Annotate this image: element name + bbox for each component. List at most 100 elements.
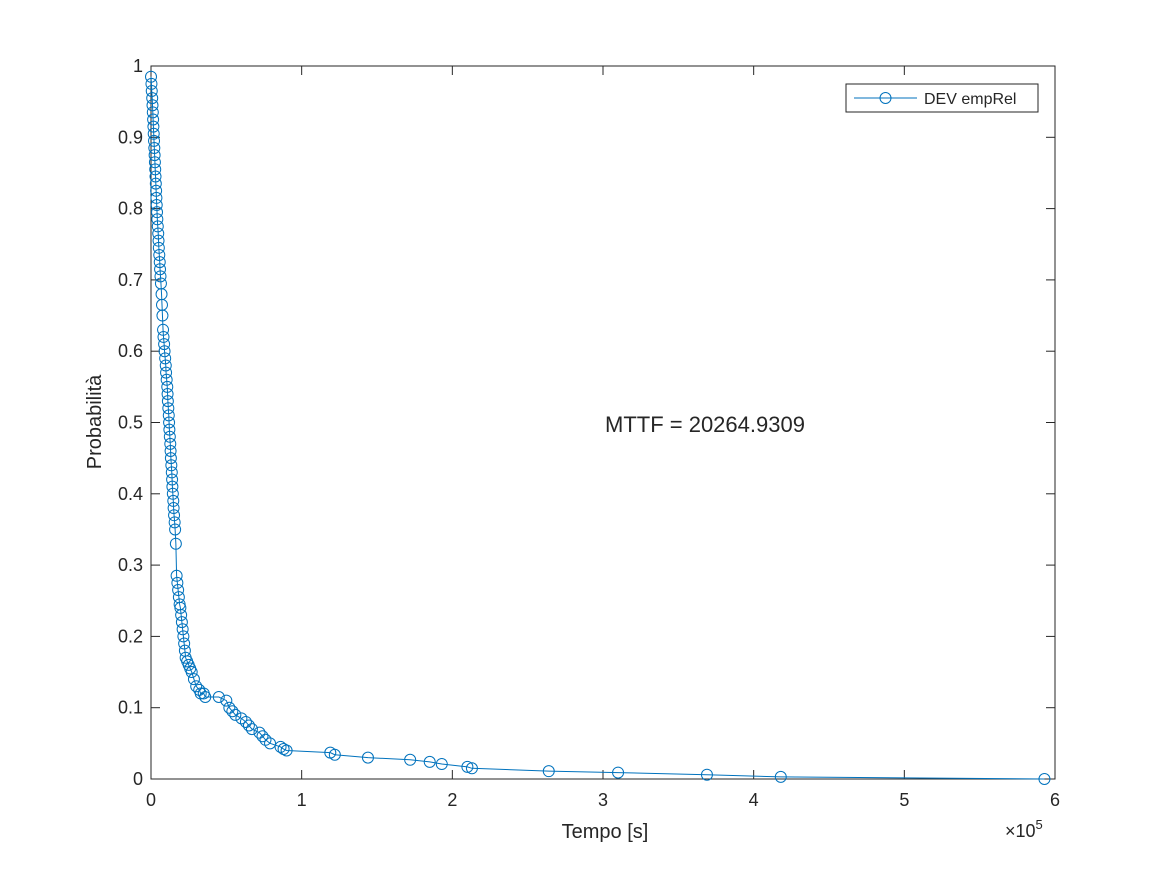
data-point [152, 227, 165, 240]
data-point [151, 206, 164, 219]
legend-label: DEV empRel [924, 91, 1016, 108]
data-point [239, 715, 252, 728]
x-axis-ticks: 0 1 2 3 4 5 6 [146, 66, 1060, 810]
data-point [178, 637, 191, 650]
x-exponent-power: 5 [1036, 817, 1043, 832]
data-point [212, 691, 225, 704]
data-point [423, 755, 436, 768]
data-point [174, 601, 187, 614]
data-point [164, 445, 177, 458]
data-point [229, 708, 242, 721]
data-point [164, 437, 177, 450]
data-point [170, 569, 183, 582]
data-point [166, 487, 179, 500]
data-point [465, 762, 478, 775]
data-point [157, 323, 170, 336]
data-point [274, 740, 287, 753]
y-tick-label: 1 [133, 56, 143, 76]
data-point [328, 748, 341, 761]
x-tick-label: 3 [598, 790, 608, 810]
data-point [185, 666, 198, 679]
x-tick-label: 5 [899, 790, 909, 810]
data-point [435, 758, 448, 771]
data-point [226, 705, 239, 718]
data-point [147, 127, 160, 140]
data-point [146, 99, 159, 112]
data-point [235, 712, 248, 725]
mttf-annotation: MTTF = 20264.9309 [605, 412, 805, 437]
data-point [158, 338, 171, 351]
data-point [242, 719, 255, 732]
data-point [145, 77, 158, 90]
data-point [165, 466, 178, 479]
data-point [151, 213, 164, 226]
x-exponent-base: ×10 [1005, 821, 1036, 841]
data-point [612, 766, 625, 779]
data-point [175, 616, 188, 629]
y-tick-label: 0.3 [118, 555, 143, 575]
data-point [187, 673, 200, 686]
data-point [175, 609, 188, 622]
data-point [167, 494, 180, 507]
data-point [177, 630, 190, 643]
data-point [149, 163, 162, 176]
data-point [167, 502, 180, 515]
data-point [147, 113, 160, 126]
data-point [149, 170, 162, 183]
data-point [157, 330, 170, 343]
data-point [163, 416, 176, 429]
y-tick-label: 0.6 [118, 341, 143, 361]
data-point [163, 430, 176, 443]
data-point [168, 509, 181, 522]
data-point [169, 523, 182, 536]
legend: DEV empRel [845, 83, 1039, 113]
data-point [150, 184, 163, 197]
y-tick-label: 0.2 [118, 626, 143, 646]
data-point [153, 256, 166, 269]
legend-marker [879, 92, 892, 104]
data-point [148, 134, 161, 147]
plot-area: 0 1 2 3 4 5 6 0 0.1 0.2 0.3 0.4 0.5 0.6 0.7 0.8 0.9 1 [118, 56, 1060, 810]
data-point [159, 359, 172, 372]
y-tick-label: 0.8 [118, 199, 143, 219]
x-tick-label: 2 [447, 790, 457, 810]
data-point [148, 156, 161, 169]
data-point [154, 270, 167, 283]
data-point [190, 680, 203, 693]
data-point [194, 687, 207, 700]
data-point [159, 352, 172, 365]
x-axis-exponent: ×105 [1005, 817, 1043, 841]
data-point [166, 480, 179, 493]
data-point [151, 220, 164, 233]
data-point [161, 387, 174, 400]
data-point [153, 248, 166, 261]
x-tick-label: 6 [1050, 790, 1060, 810]
y-tick-label: 0.7 [118, 270, 143, 290]
data-point [172, 584, 185, 597]
axes-box [150, 65, 1056, 780]
data-point [150, 191, 163, 204]
y-tick-label: 0.4 [118, 484, 143, 504]
data-point [700, 768, 713, 781]
data-point [146, 92, 159, 105]
x-tick-label: 0 [146, 790, 156, 810]
data-point [164, 452, 177, 465]
data-point [160, 373, 173, 386]
data-point [152, 241, 165, 254]
data-point [245, 723, 258, 736]
y-tick-label: 0.9 [118, 127, 143, 147]
y-tick-label: 0 [133, 769, 143, 789]
data-series [145, 70, 1051, 785]
x-axis-label: Tempo [s] [562, 821, 649, 843]
data-point [256, 730, 269, 743]
data-point [774, 770, 787, 783]
y-axis-label: Probabilità [84, 374, 106, 469]
data-point [154, 263, 167, 276]
data-point [162, 402, 175, 415]
data-point [176, 623, 189, 636]
y-axis-ticks: 0 0.1 0.2 0.3 0.4 0.5 0.6 0.7 0.8 0.9 1 [118, 56, 1055, 789]
data-point [404, 753, 417, 766]
data-point [162, 409, 175, 422]
data-point [199, 691, 212, 704]
